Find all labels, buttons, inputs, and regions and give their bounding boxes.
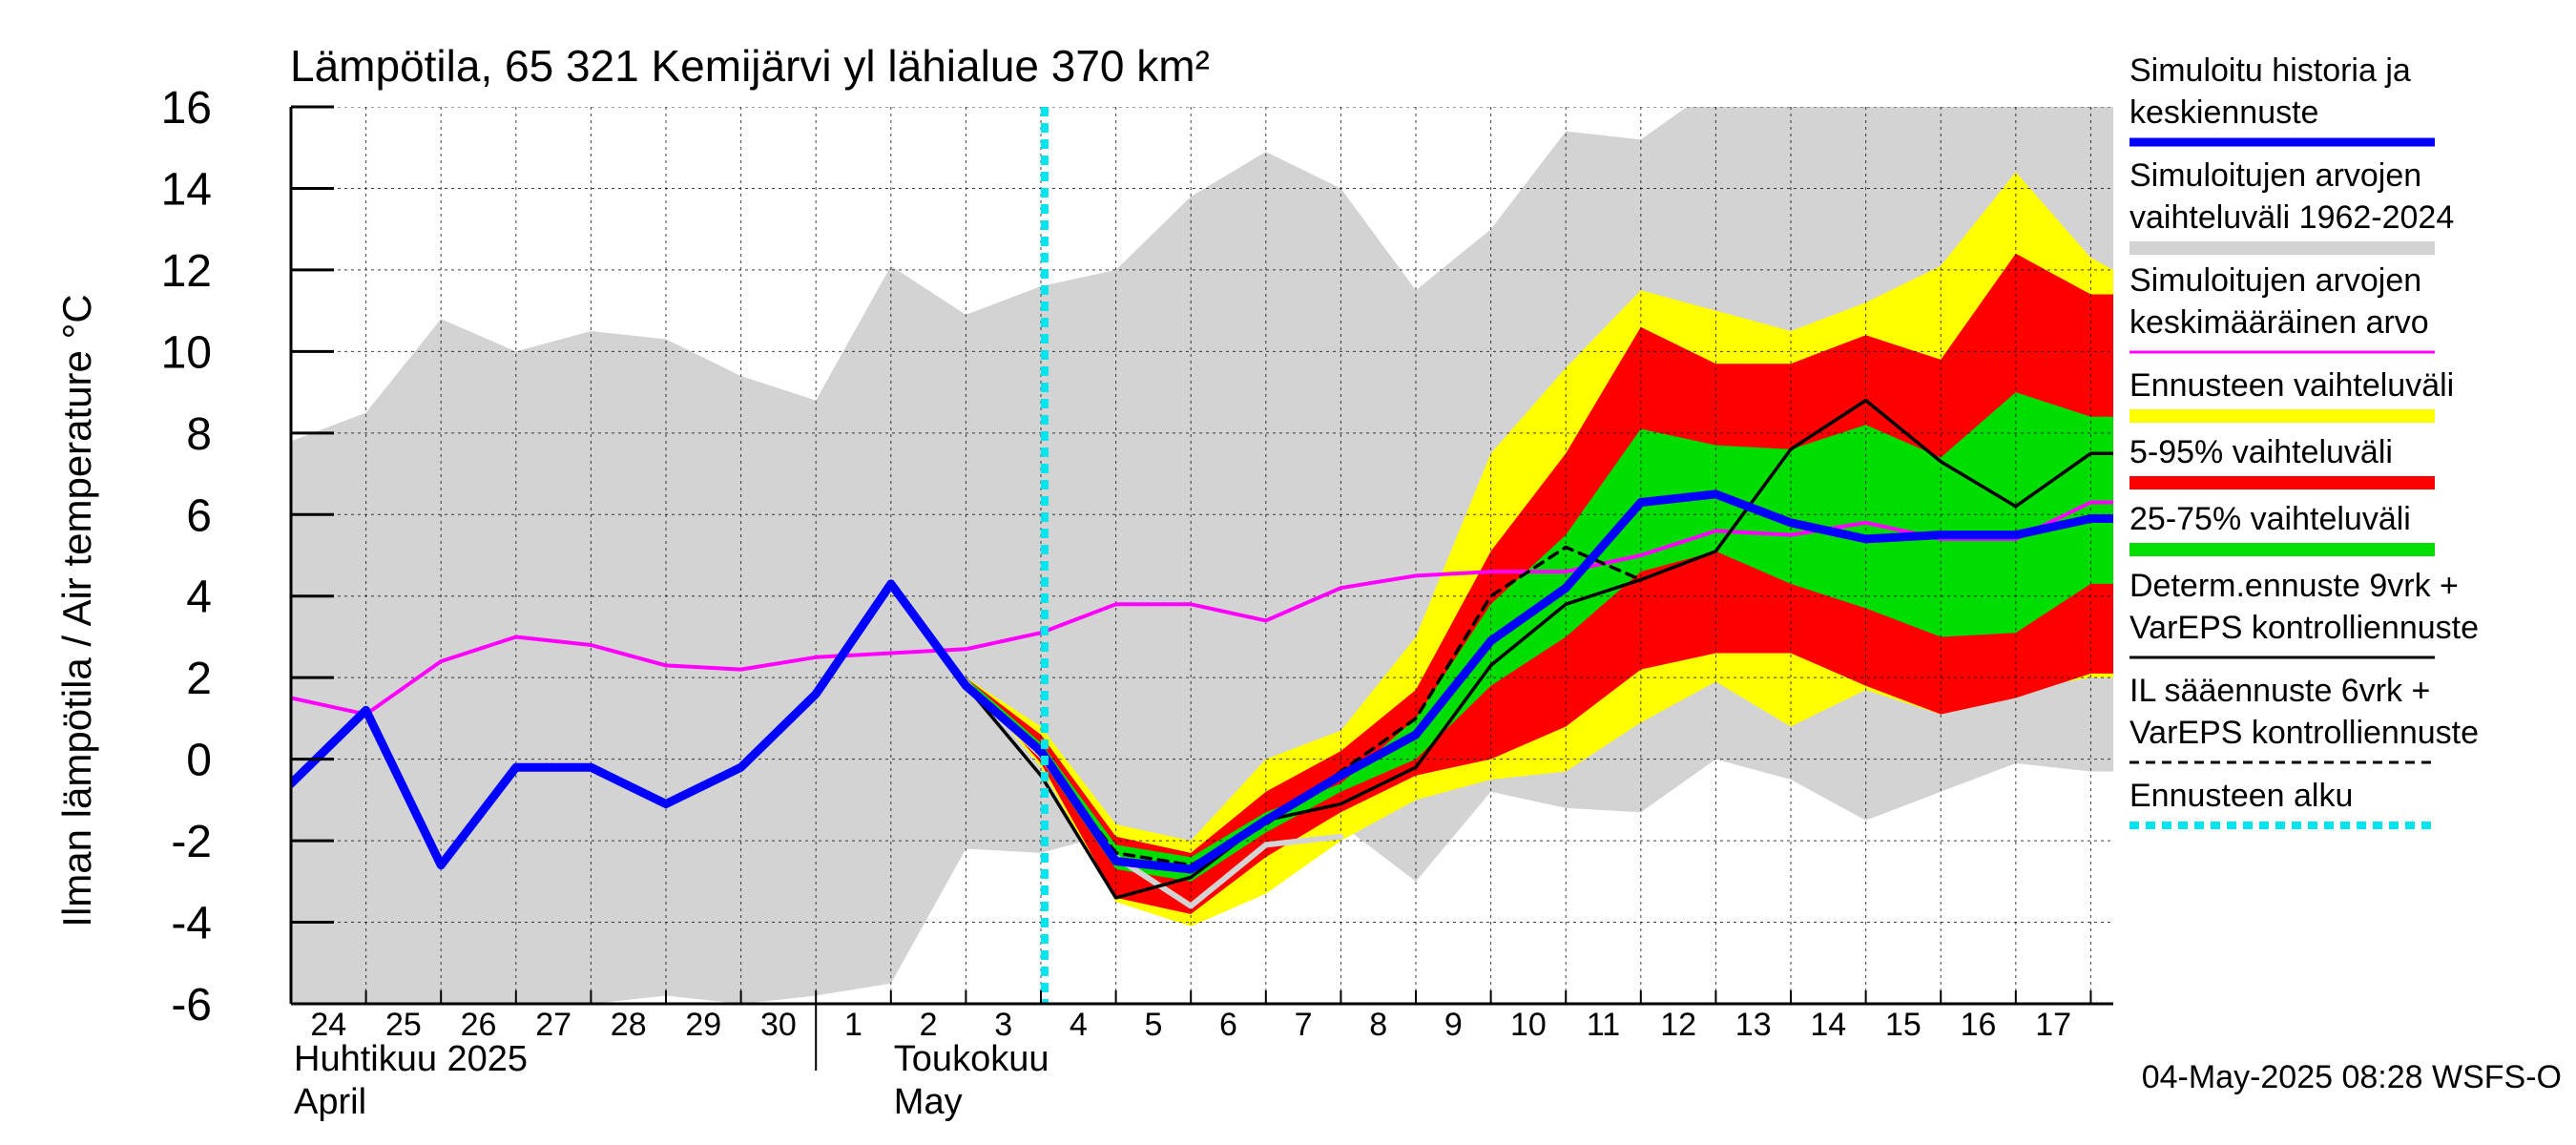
legend-label: IL sääennuste 6vrk + [2129,673,2430,709]
x-tick-label: 24 [310,1007,346,1043]
x-tick-label: 17 [2035,1007,2071,1043]
x-tick-label: 25 [385,1007,422,1043]
x-tick-label: 9 [1444,1007,1463,1043]
y-tick-label: 14 [161,164,212,215]
month-label: Toukokuu [894,1039,1049,1079]
y-tick-label: 2 [186,654,212,704]
y-tick-label: 12 [161,246,212,297]
x-tick-label: 6 [1219,1007,1237,1043]
legend-label: 5-95% vaihteluväli [2129,434,2393,470]
chart-title: Lämpötila, 65 321 Kemijärvi yl lähialue … [290,41,1210,91]
x-tick-label: 4 [1070,1007,1088,1043]
y-tick-label: 8 [186,409,212,460]
legend-swatch [2129,241,2435,255]
range-25-75-band [966,392,2113,882]
legend-label: Determ.ennuste 9vrk + [2129,568,2459,604]
legend-label: Ennusteen alku [2129,778,2353,814]
x-tick-label: 3 [994,1007,1012,1043]
y-tick-label: -4 [171,899,212,949]
legend-label: VarEPS kontrolliennuste [2129,610,2479,646]
legend-label: Ennusteen vaihteluväli [2129,367,2454,404]
legend-label: vaihteluväli 1962-2024 [2129,199,2454,236]
legend-label: Simuloitujen arvojen [2129,262,2421,299]
x-tick-label: 11 [1587,1007,1620,1043]
x-tick-label: 14 [1810,1007,1846,1043]
x-tick-label: 26 [461,1007,497,1043]
x-tick-label: 30 [760,1007,797,1043]
y-tick-label: -6 [171,980,212,1030]
legend-label: keskimääräinen arvo [2129,304,2429,341]
x-tick-label: 7 [1295,1007,1313,1043]
legend-label: VarEPS kontrolliennuste [2129,715,2479,751]
legend: Simuloitu historia ja keskiennuste Simuloi… [2129,52,2479,829]
legend-swatch [2129,476,2435,489]
month-label: Huhtikuu 2025 [294,1039,528,1079]
y-tick-label: 6 [186,490,212,541]
plot-content [291,107,2113,1004]
y-tick-label: 4 [186,572,212,623]
x-tick-label: 15 [1885,1007,1922,1043]
timestamp: 04-May-2025 08:28 WSFS-O [2142,1059,2562,1095]
x-tick-label: 29 [685,1007,721,1043]
x-tick-label: 13 [1735,1007,1772,1043]
x-tick-label: 16 [1961,1007,1997,1043]
x-tick-label: 10 [1510,1007,1547,1043]
series-line [889,398,2113,900]
month-label-en: May [894,1082,963,1122]
legend-swatch [2129,543,2435,556]
month-label-en: April [294,1082,366,1122]
y-axis-label: Ilman lämpötila / Air temperature °C [54,294,99,926]
x-tick-label: 27 [535,1007,571,1043]
legend-label: keskiennuste [2129,94,2318,131]
y-tick-label: -2 [171,817,212,867]
series-line [291,500,2113,717]
series-line [291,489,2113,874]
legend-label: 25-75% vaihteluväli [2129,501,2411,537]
x-tick-label: 8 [1369,1007,1387,1043]
y-tick-label: 0 [186,736,212,786]
x-tick-label: 2 [920,1007,938,1043]
x-tick-label: 12 [1660,1007,1696,1043]
x-tick-label: 1 [844,1007,862,1043]
legend-swatch [2129,409,2435,423]
legend-label: Simuloitujen arvojen [2129,157,2421,194]
y-tick-label: 16 [161,83,212,134]
x-tick-label: 5 [1144,1007,1162,1043]
x-tick-label: 28 [611,1007,647,1043]
legend-label: Simuloitu historia ja [2129,52,2411,89]
y-tick-label: 10 [161,327,212,378]
